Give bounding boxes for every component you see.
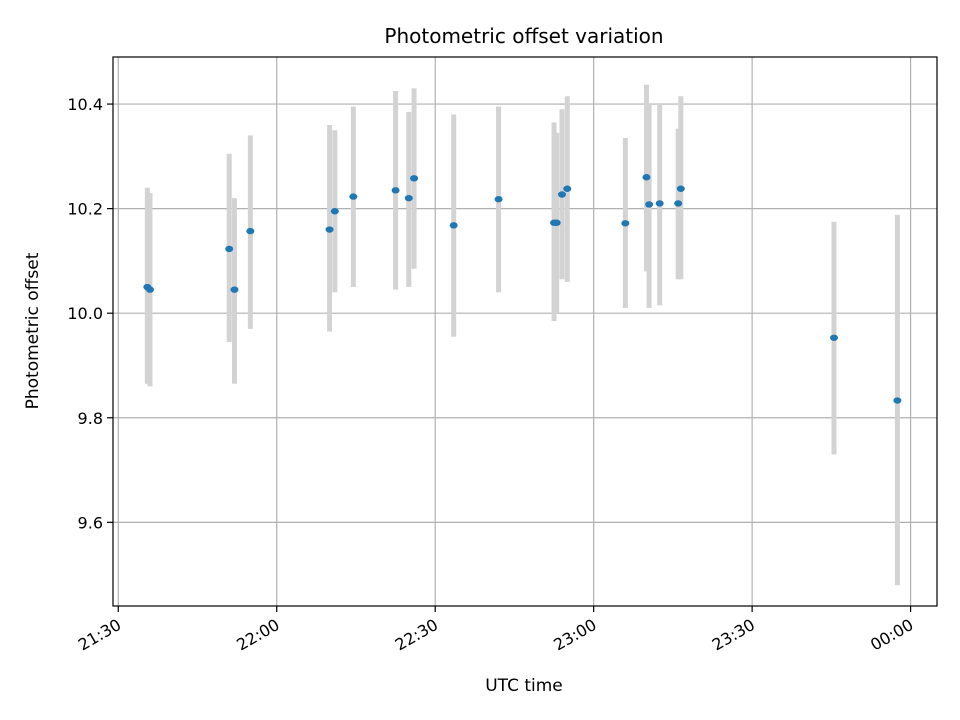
y-axis-label: Photometric offset bbox=[23, 252, 43, 409]
data-point bbox=[145, 286, 154, 293]
data-point bbox=[552, 219, 561, 226]
chart-title: Photometric offset variation bbox=[384, 24, 663, 48]
x-axis-label: UTC time bbox=[485, 676, 563, 696]
data-point bbox=[642, 174, 651, 181]
data-point bbox=[404, 194, 413, 202]
data-point bbox=[349, 193, 358, 200]
data-point bbox=[557, 191, 566, 198]
data-point bbox=[676, 185, 685, 192]
data-point bbox=[330, 208, 339, 215]
data-point bbox=[410, 175, 419, 182]
data-point bbox=[225, 245, 234, 253]
data-point bbox=[325, 226, 334, 233]
data-point bbox=[655, 200, 664, 207]
data-point bbox=[494, 196, 503, 203]
data-point bbox=[449, 222, 458, 229]
data-point bbox=[230, 286, 239, 293]
y-tick-label: 10.0 bbox=[67, 304, 103, 323]
y-tick-label: 10.2 bbox=[67, 200, 103, 219]
data-point bbox=[645, 201, 654, 208]
data-point bbox=[391, 187, 400, 194]
data-point bbox=[621, 220, 630, 227]
axes-frame bbox=[112, 56, 938, 607]
y-tick-label: 10.4 bbox=[67, 95, 103, 114]
data-point bbox=[246, 227, 255, 235]
data-point bbox=[830, 334, 838, 341]
data-point bbox=[563, 185, 572, 192]
y-tick-label: 9.8 bbox=[78, 409, 103, 428]
data-point bbox=[674, 200, 683, 207]
data-point bbox=[893, 397, 902, 404]
y-tick-label: 9.6 bbox=[78, 513, 103, 532]
